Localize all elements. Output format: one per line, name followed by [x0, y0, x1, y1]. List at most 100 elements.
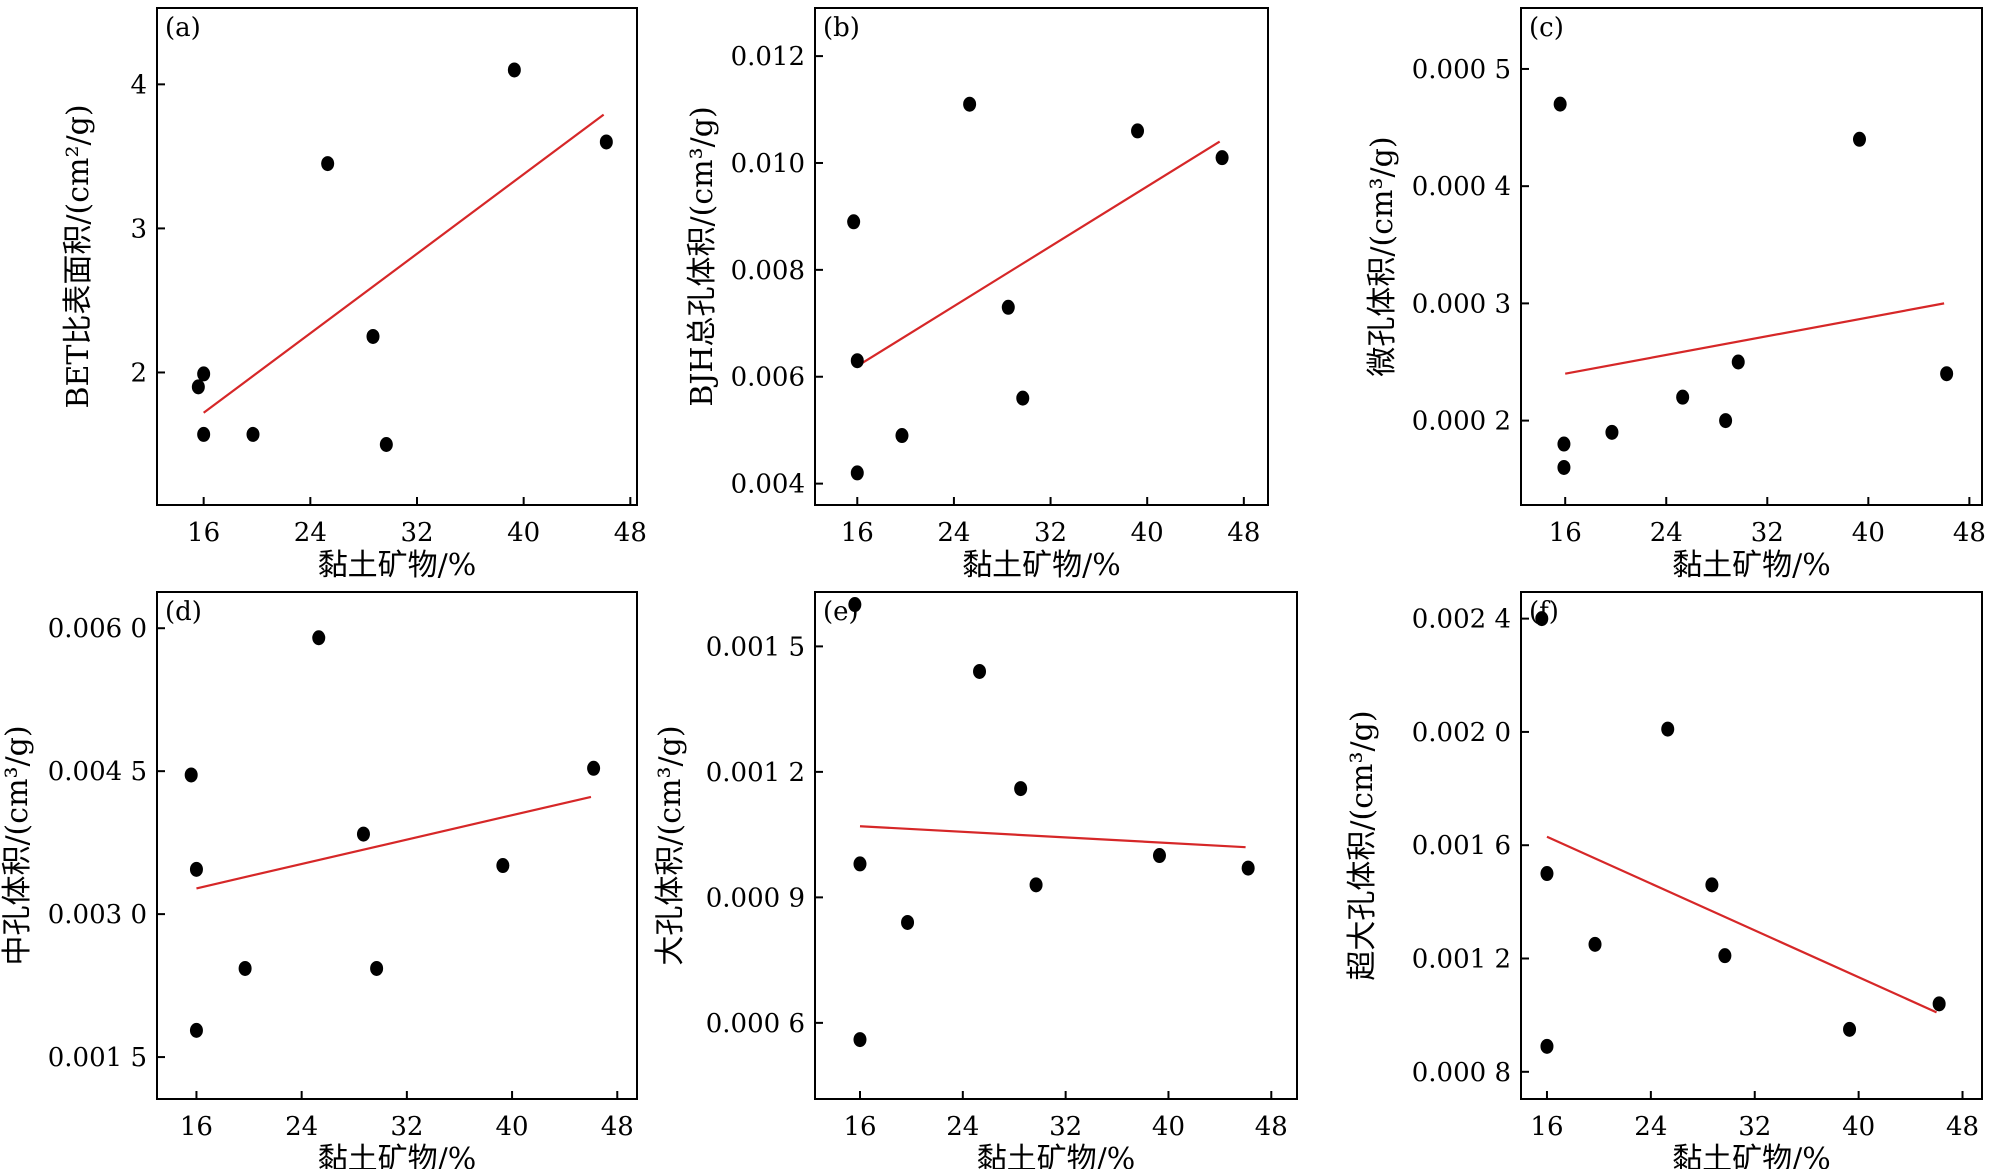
data-point: [853, 1032, 867, 1048]
x-tick-label: 48: [1227, 518, 1260, 548]
data-point: [1731, 354, 1745, 370]
data-point: [379, 436, 393, 452]
x-tick-label: 16: [841, 518, 874, 548]
data-point: [1001, 299, 1015, 315]
x-axis-label: 黏土矿物/%: [1672, 548, 1831, 583]
panel-label: (b): [823, 13, 860, 43]
y-tick-label: 0.000 9: [706, 883, 805, 913]
data-point: [197, 426, 211, 442]
x-tick-label: 48: [1946, 1112, 1979, 1142]
y-tick-label: 0.000 4: [1412, 172, 1511, 202]
panel-label: (a): [165, 13, 201, 43]
data-point: [1932, 996, 1946, 1012]
y-axis-label: 超大孔体积/(cm³/g): [1345, 710, 1380, 980]
x-tick-label: 16: [843, 1112, 876, 1142]
x-tick-label: 48: [1953, 518, 1986, 548]
y-tick-label: 0.000 5: [1412, 55, 1511, 85]
data-point: [1605, 424, 1619, 440]
plot-frame: [156, 7, 638, 506]
data-point: [1535, 611, 1549, 627]
y-tick-label: 0.001 2: [706, 758, 805, 788]
x-tick-label: 40: [496, 1112, 529, 1142]
x-tick-label: 24: [946, 1112, 979, 1142]
x-tick-label: 16: [187, 518, 220, 548]
data-point: [599, 134, 613, 150]
fit-line: [856, 140, 1221, 367]
y-tick-label: 0.004 5: [48, 757, 147, 787]
x-tick-label: 24: [1634, 1112, 1667, 1142]
data-point: [1588, 936, 1602, 952]
y-tick-label: 2: [130, 358, 147, 388]
x-tick-label: 40: [1842, 1112, 1875, 1142]
data-point: [1705, 877, 1719, 893]
panel-label: (c): [1529, 13, 1564, 43]
data-point: [189, 1022, 203, 1038]
data-point: [191, 379, 205, 395]
x-tick-label: 40: [1152, 1112, 1185, 1142]
data-point: [1557, 436, 1571, 452]
data-point: [370, 960, 384, 976]
fit-line: [1546, 835, 1938, 1014]
data-point: [1676, 389, 1690, 405]
plot-frame: [1520, 591, 1983, 1100]
x-tick-label: 16: [180, 1112, 213, 1142]
chart-panel-3: (c) 16 24 32 40 48 0.000 2 0.000 3 0.000 4 0.000 …: [1365, 7, 1986, 583]
y-axis-label: 微孔体积/(cm³/g): [1365, 136, 1400, 376]
data-point: [321, 156, 335, 172]
y-axis-label: 大孔体积/(cm³/g): [653, 725, 688, 965]
x-axis-label: 黏土矿物/%: [977, 1142, 1136, 1169]
y-tick-label: 0.010: [731, 149, 805, 179]
y-axis-label: 中孔体积/(cm³/g): [0, 725, 35, 965]
x-tick-label: 24: [285, 1112, 318, 1142]
data-point: [1016, 390, 1030, 406]
y-tick-label: 0.006: [731, 363, 805, 393]
data-point: [312, 630, 326, 646]
y-axis-label: BJH总孔体积/(cm³/g): [685, 106, 720, 406]
data-point: [587, 760, 601, 776]
data-point: [496, 858, 510, 874]
data-point: [1718, 948, 1732, 964]
data-point: [197, 366, 211, 382]
x-axis-label: 黏土矿物/%: [1672, 1142, 1831, 1169]
data-point: [847, 214, 861, 230]
y-tick-label: 0.000 3: [1412, 289, 1511, 319]
data-point: [1540, 1038, 1554, 1054]
data-point: [1557, 459, 1571, 475]
data-point: [1843, 1021, 1857, 1037]
fit-line: [196, 795, 592, 890]
data-point: [1719, 413, 1733, 429]
x-tick-label: 24: [937, 518, 970, 548]
y-tick-label: 0.004: [731, 470, 805, 500]
x-tick-label: 40: [1852, 518, 1885, 548]
data-point: [895, 428, 909, 444]
x-tick-label: 40: [1131, 518, 1164, 548]
data-point: [850, 465, 864, 481]
data-point: [1215, 150, 1229, 166]
plot-frame: [814, 591, 1298, 1100]
data-point: [1014, 781, 1028, 797]
fit-line: [859, 825, 1246, 849]
plot-frame: [814, 7, 1269, 506]
x-axis-label: 黏土矿物/%: [962, 548, 1121, 583]
data-point: [1152, 848, 1166, 864]
data-point: [1940, 366, 1954, 382]
y-tick-label: 0.002 4: [1412, 605, 1511, 635]
data-point: [850, 353, 864, 369]
chart-panel-4: (d) 16 24 32 40 48 0.001 5 0.003 0 0.004 5 0.006 …: [0, 591, 638, 1169]
y-tick-label: 0.000 6: [706, 1009, 805, 1039]
x-tick-label: 32: [1034, 518, 1067, 548]
y-tick-label: 0.002 0: [1412, 718, 1511, 748]
x-tick-label: 48: [601, 1112, 634, 1142]
plot-frame: [1520, 7, 1983, 506]
data-point: [356, 826, 370, 842]
data-point: [189, 861, 203, 877]
data-point: [1241, 860, 1255, 876]
x-tick-label: 24: [294, 518, 327, 548]
data-point: [238, 960, 252, 976]
panel-label: (d): [165, 597, 202, 627]
data-point: [1131, 123, 1145, 139]
y-tick-label: 0.000 8: [1412, 1058, 1511, 1088]
y-tick-label: 3: [130, 214, 147, 244]
x-axis-label: 黏土矿物/%: [318, 1142, 477, 1169]
